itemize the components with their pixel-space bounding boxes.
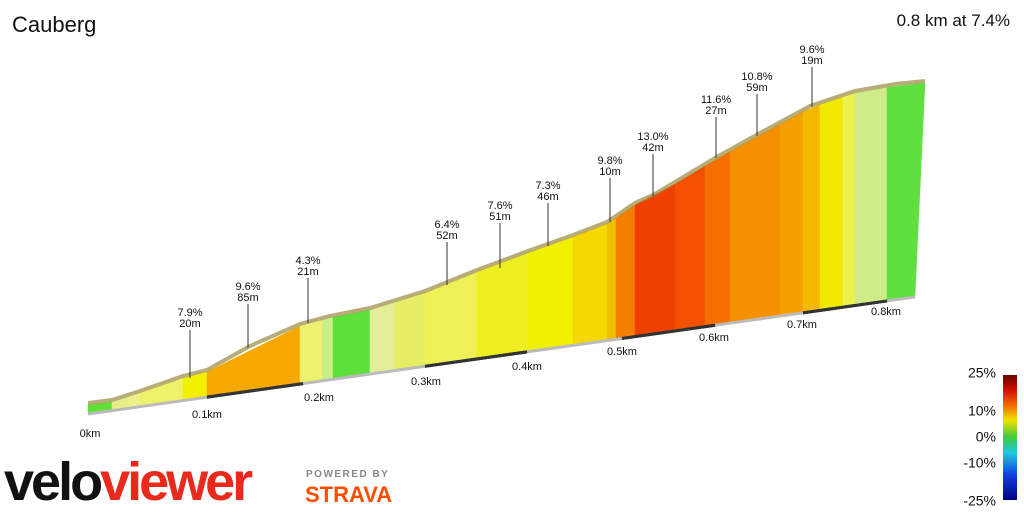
base-km-band bbox=[621, 323, 716, 340]
distance-label: 0.2km bbox=[304, 392, 334, 404]
summary: 0.8 km at 7.4% bbox=[897, 11, 1010, 30]
distance-label: 0.7km bbox=[787, 319, 817, 331]
profile bbox=[87, 79, 926, 416]
gradient-legend: 25% 10% 0% -10% -25% bbox=[963, 365, 996, 509]
gradient-segment bbox=[394, 292, 426, 370]
gradient-segment bbox=[802, 104, 821, 313]
annotation-grade: 6.4% bbox=[434, 219, 459, 231]
gradient-segment bbox=[886, 82, 926, 301]
annotation-length: 52m bbox=[436, 230, 457, 242]
annotations: 7.9%20m9.6%85m4.3%21m6.4%52m7.6%51m7.3%4… bbox=[177, 44, 825, 378]
legend-label: -10% bbox=[963, 455, 996, 471]
gradient-segment bbox=[634, 183, 676, 336]
base-km-band bbox=[802, 299, 888, 315]
title: Cauberg bbox=[12, 12, 96, 37]
ridge-edge bbox=[87, 79, 926, 405]
gradient-segment bbox=[606, 217, 617, 340]
gradient-segment bbox=[779, 111, 804, 316]
gradient-segment bbox=[369, 301, 396, 374]
distance-label: 0.5km bbox=[607, 346, 637, 358]
distance-labels: 0km 0.1km 0.2km 0.3km 0.4km 0.5km 0.6km 0.7km 0.… bbox=[80, 306, 901, 440]
gradient-segment bbox=[674, 165, 706, 331]
gradient-segment bbox=[527, 236, 574, 352]
annotation-length: 46m bbox=[537, 191, 558, 203]
annotation-grade: 9.8% bbox=[597, 155, 622, 167]
distance-label: 0km bbox=[80, 428, 101, 440]
distance-label: 0.6km bbox=[699, 332, 729, 344]
distance-label: 0.3km bbox=[411, 376, 441, 388]
base-km-band bbox=[424, 350, 528, 368]
powered-by: POWERED BY bbox=[306, 469, 389, 480]
legend-label: 25% bbox=[968, 365, 996, 381]
annotation-grade: 13.0% bbox=[637, 131, 668, 143]
annotation-grade: 10.8% bbox=[741, 71, 772, 83]
annotation-length: 51m bbox=[489, 211, 510, 223]
annotation-length: 27m bbox=[705, 105, 726, 117]
gradient-segment bbox=[819, 96, 844, 310]
annotation-length: 59m bbox=[746, 82, 767, 94]
distance-label: 0.8km bbox=[871, 306, 901, 318]
annotation-grade: 11.6% bbox=[701, 94, 732, 106]
gradient-segment bbox=[704, 151, 731, 326]
gradient-segment bbox=[842, 92, 856, 307]
distance-label: 0.4km bbox=[512, 361, 542, 373]
annotation-length: 85m bbox=[237, 292, 258, 304]
gradient-segment bbox=[854, 87, 888, 305]
annotation-grade: 7.9% bbox=[177, 307, 202, 319]
logo-velo: velo bbox=[4, 452, 101, 512]
annotation-length: 20m bbox=[179, 318, 200, 330]
gradient-segment bbox=[572, 223, 608, 345]
gradient-segment bbox=[299, 319, 323, 384]
legend-label: 0% bbox=[976, 429, 996, 445]
annotation-grade: 9.6% bbox=[235, 281, 260, 293]
legend-label: 10% bbox=[968, 403, 996, 419]
gradient-segment bbox=[729, 123, 781, 323]
annotation-length: 19m bbox=[801, 55, 822, 67]
annotation-grade: 7.3% bbox=[535, 180, 560, 192]
gradient-segment bbox=[321, 317, 334, 381]
annotation-grade: 9.6% bbox=[799, 44, 824, 56]
base-km-band bbox=[206, 382, 304, 399]
logo-viewer: viewer bbox=[100, 452, 253, 512]
legend-label: -25% bbox=[963, 493, 996, 509]
gradient-colorbar bbox=[1003, 375, 1017, 500]
strava-logo: STRAVA bbox=[305, 482, 392, 507]
annotation-grade: 7.6% bbox=[487, 200, 512, 212]
annotation-length: 10m bbox=[599, 166, 620, 178]
gradient-segment bbox=[332, 309, 371, 379]
annotation-length: 21m bbox=[297, 266, 318, 278]
distance-label: 0.1km bbox=[192, 409, 222, 421]
annotation-length: 42m bbox=[642, 142, 663, 154]
veloviewer-logo: veloviewer bbox=[4, 452, 253, 512]
annotation-grade: 4.3% bbox=[295, 255, 320, 267]
gradient-segment bbox=[615, 204, 636, 339]
